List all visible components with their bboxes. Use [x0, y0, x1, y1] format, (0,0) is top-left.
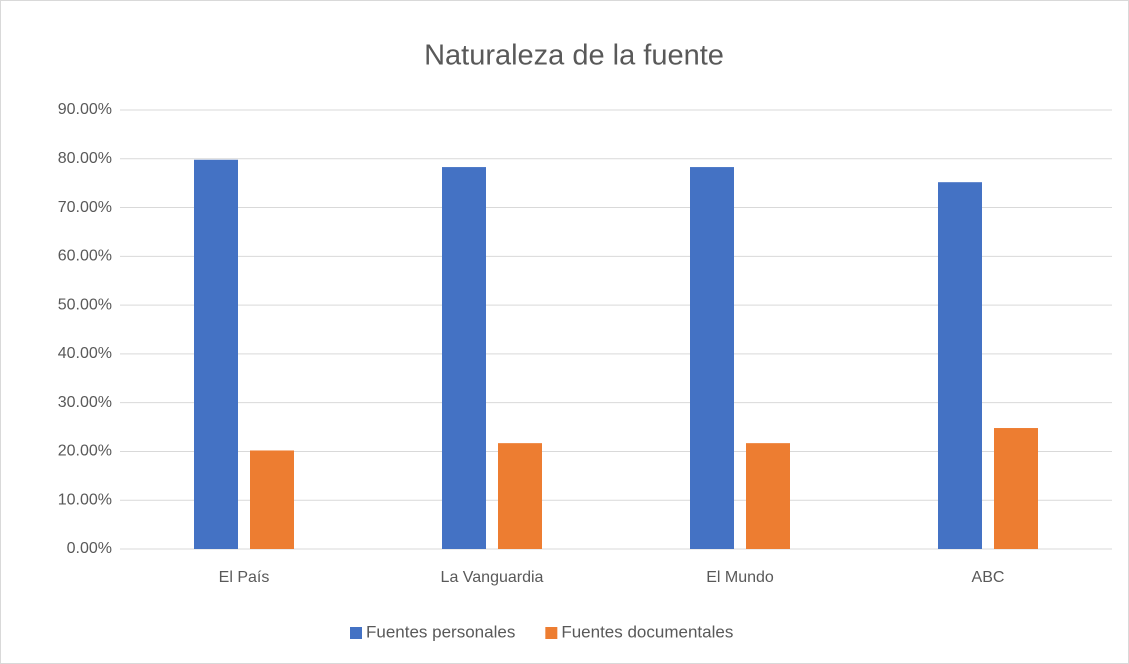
bar — [250, 450, 294, 549]
legend-label: Fuentes documentales — [561, 622, 733, 641]
bar — [746, 443, 790, 549]
bar — [938, 182, 982, 550]
bar — [994, 428, 1038, 549]
bar — [690, 167, 734, 549]
x-tick-label: ABC — [972, 569, 1005, 586]
y-tick-label: 60.00% — [58, 248, 112, 265]
legend-swatch — [545, 627, 558, 639]
legend-label: Fuentes personales — [366, 622, 515, 641]
legend-swatch — [350, 627, 362, 639]
y-tick-label: 90.00% — [58, 101, 112, 118]
y-tick-label: 70.00% — [58, 199, 112, 216]
y-tick-label: 80.00% — [58, 150, 112, 167]
y-tick-label: 0.00% — [67, 540, 112, 557]
y-tick-label: 30.00% — [58, 394, 112, 411]
y-tick-label: 20.00% — [58, 443, 112, 460]
bar — [442, 167, 486, 549]
y-tick-label: 10.00% — [58, 491, 112, 508]
x-tick-label: La Vanguardia — [441, 569, 544, 586]
y-tick-label: 40.00% — [58, 345, 112, 362]
y-tick-label: 50.00% — [58, 296, 112, 313]
bar — [498, 443, 542, 549]
x-tick-label: El País — [219, 569, 270, 586]
chart-title: Naturaleza de la fuente — [424, 40, 724, 72]
x-tick-label: El Mundo — [706, 569, 774, 586]
bar — [194, 159, 238, 549]
